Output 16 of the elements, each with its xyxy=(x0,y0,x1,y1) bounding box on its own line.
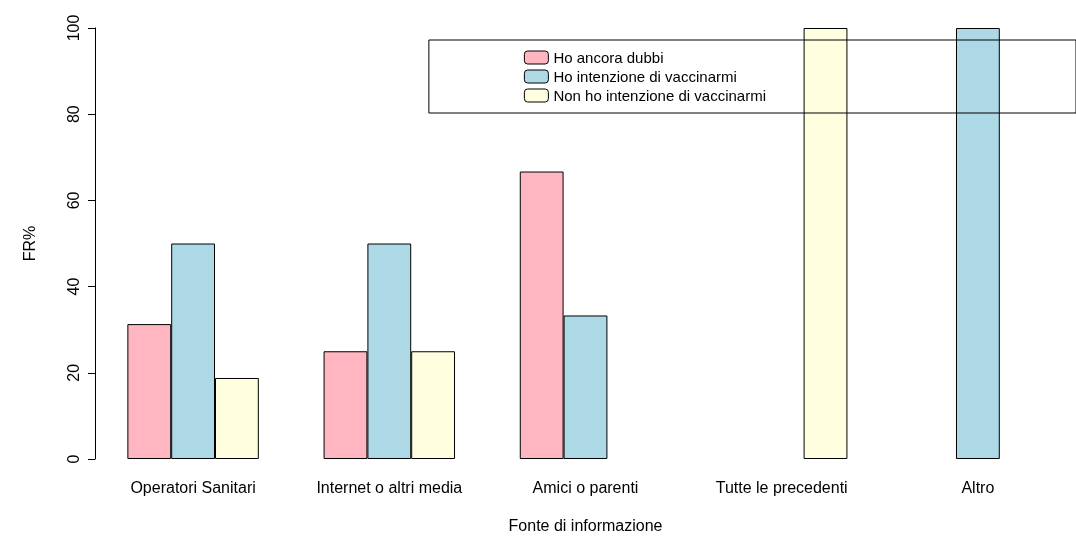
y-tick-label: 60 xyxy=(64,191,82,210)
x-tick-label: Operatori Sanitari xyxy=(130,478,256,496)
legend-label: Ho intenzione di vaccinarmi xyxy=(553,68,737,85)
x-tick-label: Amici o parenti xyxy=(532,478,639,496)
x-tick-label: Altro xyxy=(961,478,995,496)
legend-label: Non ho intenzione di vaccinarmi xyxy=(553,87,767,104)
y-tick-label: 0 xyxy=(64,454,82,464)
x-axis-title: Fonte di informazione xyxy=(508,516,663,534)
x-tick-label: Internet o altri media xyxy=(316,478,463,496)
y-axis-title: FR% xyxy=(20,225,38,262)
y-tick-label: 20 xyxy=(64,363,82,382)
y-tick-label: 40 xyxy=(64,277,82,296)
y-tick-label: 100 xyxy=(64,14,82,42)
x-tick-label: Tutte le precedenti xyxy=(715,478,848,496)
y-tick-label: 80 xyxy=(64,105,82,124)
legend-label: Ho ancora dubbi xyxy=(553,49,664,66)
